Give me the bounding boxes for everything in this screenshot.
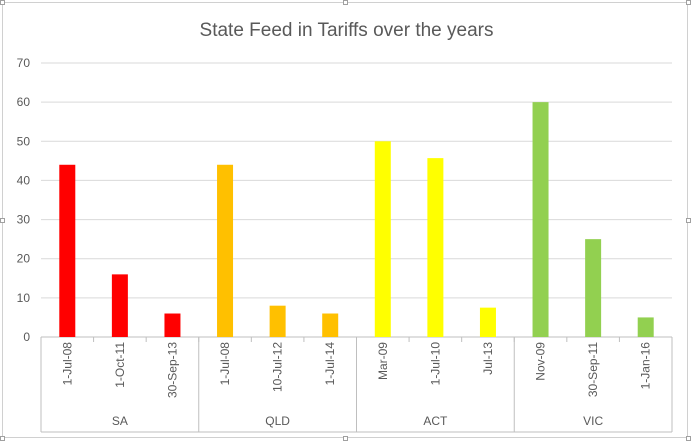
x-tick-label: 1-Jan-16 <box>639 342 653 390</box>
x-tick-label: Jul-13 <box>481 342 495 375</box>
bar <box>322 313 339 337</box>
y-tick-label: 20 <box>17 252 31 266</box>
bar <box>637 317 654 337</box>
x-tick-label: Nov-09 <box>534 342 548 381</box>
x-tick-label: 1-Jul-08 <box>60 342 74 386</box>
bar <box>269 305 286 337</box>
bar <box>374 141 391 337</box>
group-label: ACT <box>423 414 448 428</box>
x-tick-label: 1-Jul-08 <box>218 342 232 386</box>
x-tick-label: 1-Jul-14 <box>323 342 337 386</box>
y-tick-label: 30 <box>17 213 31 227</box>
bar <box>427 158 444 337</box>
y-tick-label: 70 <box>17 56 31 70</box>
resize-handle-top-left[interactable] <box>0 0 5 5</box>
resize-handle-mid-right[interactable] <box>686 218 691 223</box>
resize-handle-top-mid[interactable] <box>343 0 348 5</box>
resize-handle-bottom-mid[interactable] <box>343 436 348 441</box>
x-tick-label: 30-Sep-13 <box>165 342 179 398</box>
group-label: VIC <box>583 414 603 428</box>
x-tick-label: 10-Jul-12 <box>271 342 285 392</box>
bar <box>59 164 76 337</box>
group-label: SA <box>112 414 128 428</box>
y-tick-label: 0 <box>23 330 30 344</box>
y-tick-label: 50 <box>17 134 31 148</box>
resize-handle-bottom-right[interactable] <box>686 436 691 441</box>
bar <box>532 102 549 338</box>
chart-title: State Feed in Tariffs over the years <box>199 20 494 41</box>
resize-handle-bottom-left[interactable] <box>0 436 5 441</box>
bar <box>217 164 234 337</box>
y-tick-label: 40 <box>17 173 31 187</box>
x-tick-label: 1-Jul-10 <box>428 342 442 386</box>
y-tick-label: 10 <box>17 291 31 305</box>
bar <box>479 307 496 337</box>
x-tick-label: Mar-09 <box>376 342 390 380</box>
resize-handle-mid-left[interactable] <box>0 218 5 223</box>
bar <box>585 239 602 337</box>
x-tick-label: 30-Sep-11 <box>586 342 600 397</box>
bar <box>111 274 128 337</box>
x-tick-label: 1-Oct-11 <box>113 342 127 388</box>
y-tick-label: 60 <box>17 95 31 109</box>
bar <box>164 313 181 337</box>
group-label: QLD <box>265 414 290 428</box>
resize-handle-top-right[interactable] <box>686 0 691 5</box>
